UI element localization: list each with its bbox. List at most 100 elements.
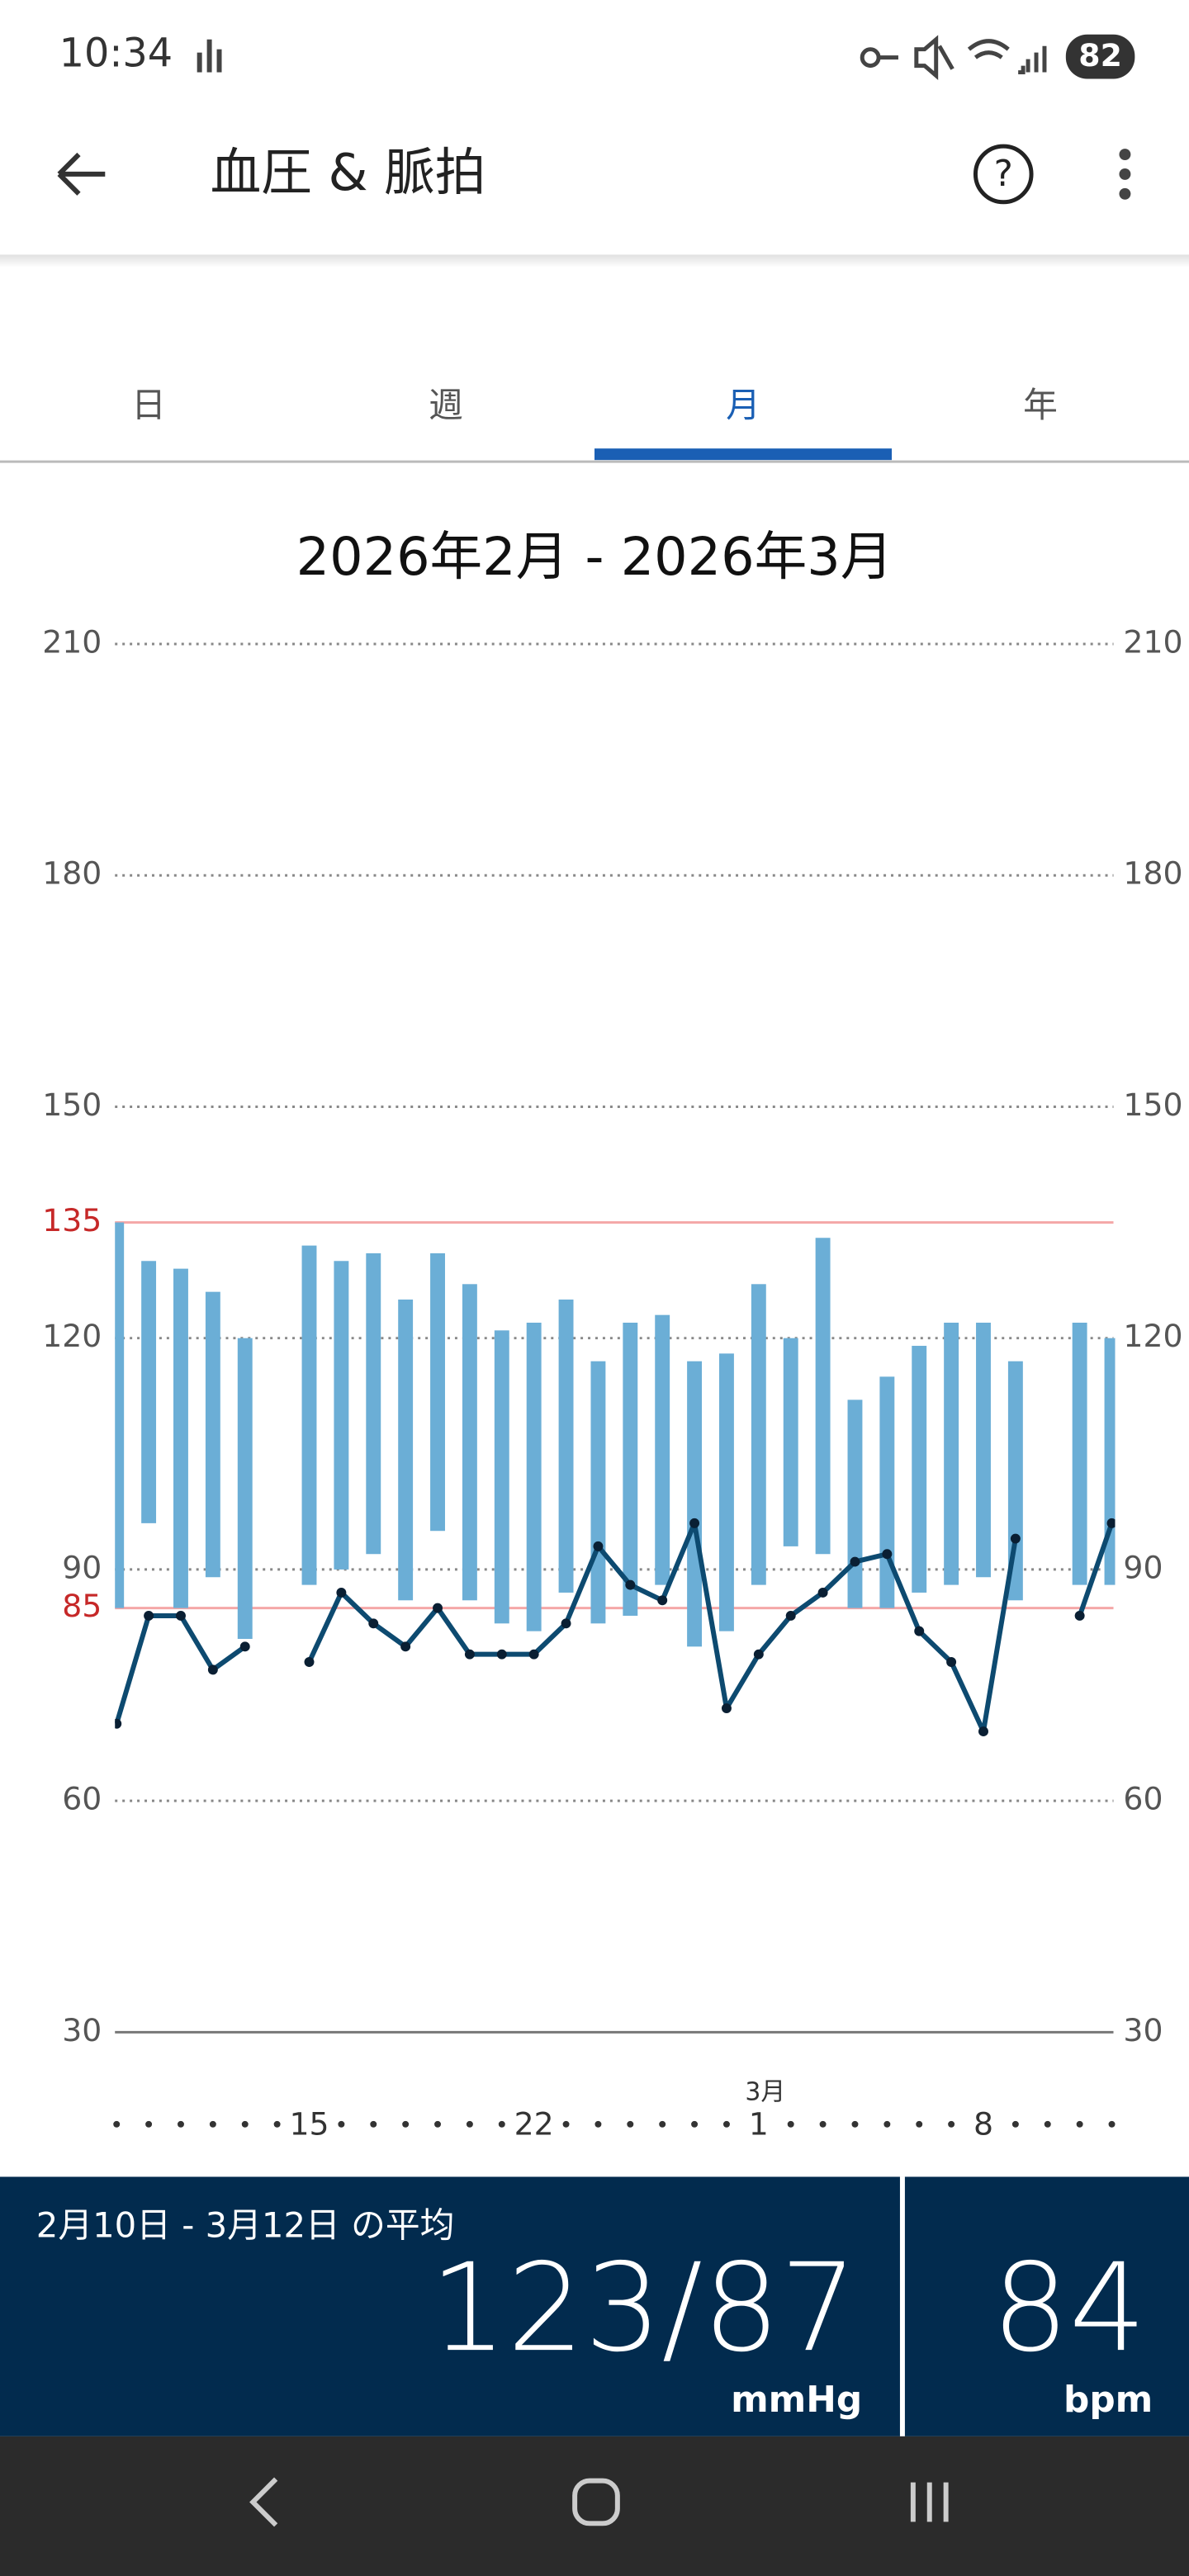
bp-range-bar [687,1361,703,1647]
pulse-point [625,1579,636,1590]
bp-range-bar [655,1314,670,1585]
pulse-point [689,1518,700,1528]
app-bar [0,93,1189,255]
x-day-dot [434,2120,442,2128]
pulse-point [239,1641,250,1652]
bp-unit: mmHg [731,2379,862,2421]
x-day-dot [402,2120,410,2128]
plot-area [115,1222,1116,1737]
more-button[interactable] [1119,149,1131,200]
bp-range-bar [334,1261,349,1570]
y-tick-label-right: 60 [1123,1781,1163,1817]
help-button[interactable]: ? [973,144,1034,205]
pulse-point [115,1718,122,1729]
y-tick-label: 60 [62,1781,102,1817]
bp-range-bar [462,1284,477,1601]
x-day-dot [370,2120,377,2128]
pulse-point [561,1618,571,1629]
x-day-dot [627,2120,634,2128]
svg-text:?: ? [994,153,1013,195]
x-day-dot [113,2120,121,2128]
pulse-point [850,1556,860,1567]
pulse-point [464,1649,475,1660]
pulse-point [433,1603,443,1613]
y-tick-label: 90 [62,1549,102,1585]
x-day-dot [498,2120,505,2128]
x-tick-label: 15 [289,2105,329,2142]
tab[interactable]: 日 [131,385,166,425]
pulse-point [914,1626,925,1636]
bp-range-bar [783,1338,798,1546]
tab-indicator [594,448,892,461]
bp-range-bar [718,1353,734,1631]
summary-panel [0,2176,1189,2436]
x-day-dot [209,2120,216,2128]
bp-range-bar [751,1284,766,1585]
y-tick-label-right: 90 [1123,1549,1163,1585]
pulse-point [368,1618,379,1629]
pulse-point [336,1587,347,1598]
tab[interactable]: 年 [1023,385,1058,425]
pulse-point [882,1549,893,1560]
bp-average: 123/87 [429,2237,857,2379]
nav-back[interactable] [249,2477,278,2527]
bp-range-bar [301,1245,317,1585]
bp-range-bar [141,1261,157,1523]
nav-recents[interactable] [910,2482,949,2522]
tab[interactable]: 月 [726,385,760,425]
x-day-dot [851,2120,859,2128]
pulse-point [207,1664,218,1675]
bp-range-bar [526,1323,542,1631]
x-day-dot [948,2120,955,2128]
pulse-point [304,1657,315,1667]
nav-home[interactable] [572,2478,620,2526]
x-day-dot [691,2120,699,2128]
y-tick-label-right: 120 [1123,1318,1182,1354]
bp-range-bar [912,1346,927,1593]
pulse-point [400,1641,411,1652]
bp-range-bar [115,1222,125,1608]
system-icons [860,35,1047,80]
y-tick-label-right: 180 [1123,855,1182,892]
pulse-point [1106,1518,1116,1528]
x-day-dot [819,2120,827,2128]
x-month-label: 3月 [745,2077,785,2106]
pulse-point [657,1595,668,1606]
y-tick-label-right: 150 [1123,1087,1182,1123]
x-day-dot [466,2120,473,2128]
bp-range-bar [944,1323,959,1585]
bp-range-bar [815,1238,831,1555]
x-day-dot [1108,2120,1116,2128]
bp-range-bar [847,1399,863,1608]
reference-label: 135 [42,1202,102,1238]
x-day-dot [145,2120,153,2128]
tab[interactable]: 週 [429,385,463,425]
x-day-dot [883,2120,891,2128]
battery [1065,34,1135,79]
x-day-dot [338,2120,345,2128]
x-day-dot [177,2120,184,2128]
x-tick-label: 8 [973,2105,993,2142]
pulse-point [593,1541,604,1551]
bp-range-bar [558,1299,574,1593]
x-day-dot [273,2120,281,2128]
chart-title: 2026年2月 - 2026年3月 [296,527,893,588]
pulse-point [946,1657,957,1667]
bp-range-bar [879,1376,895,1608]
y-tick-label: 120 [42,1318,102,1354]
signal-icon [197,39,222,73]
screen-title: 血圧 & 脈拍 [211,143,486,202]
bp-range-bar [430,1252,445,1532]
bp-range-bar [1072,1323,1087,1585]
pulse-point [785,1610,796,1621]
pulse-line [115,1520,1115,1735]
reference-label: 85 [62,1588,102,1624]
pulse-point [144,1610,154,1621]
back-button[interactable] [57,152,106,196]
y-tick-label-right: 30 [1123,2012,1163,2048]
pulse-point [1010,1533,1021,1544]
pulse-point [176,1610,186,1621]
y-tick-label: 30 [62,2012,102,2048]
pulse-point [1074,1610,1085,1621]
